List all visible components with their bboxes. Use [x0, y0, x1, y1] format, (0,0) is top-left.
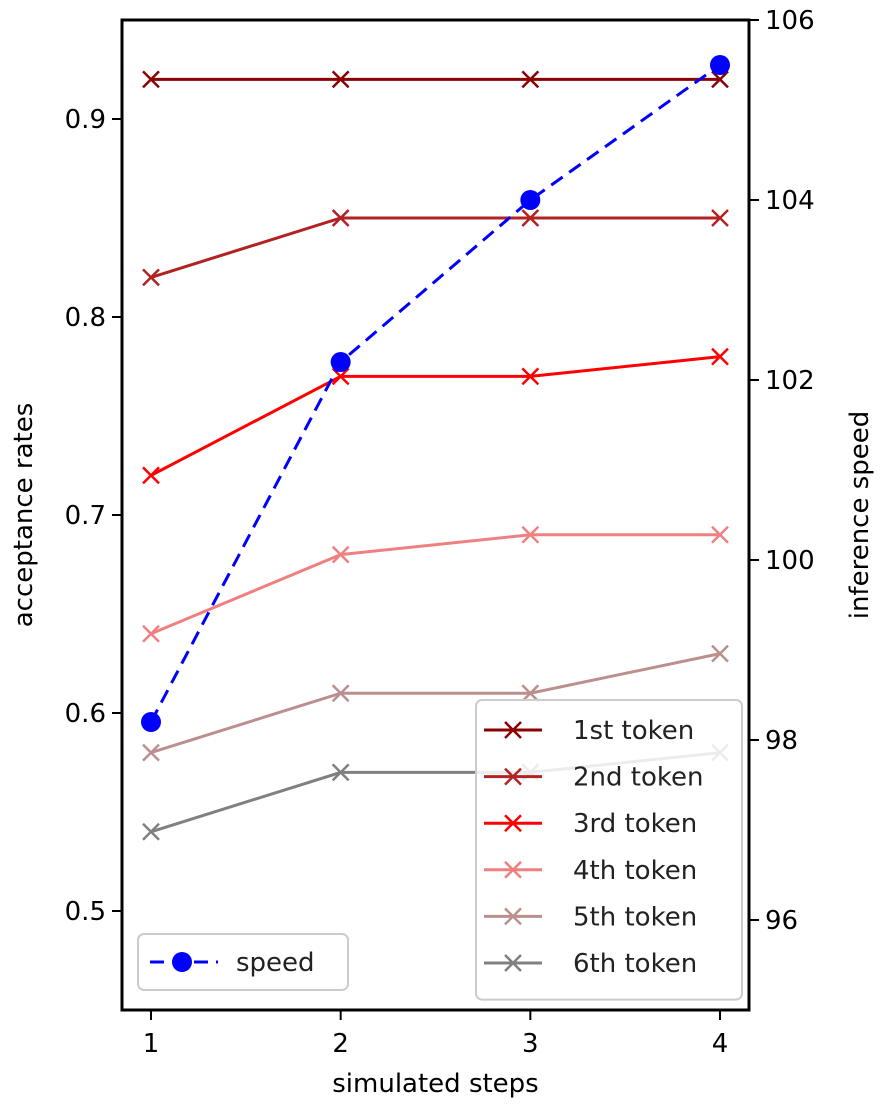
legend-entry-5th-token: 5th token: [484, 902, 697, 932]
legend-swatch-marker: [504, 860, 522, 879]
axes-layer: 1 2 3 4 0.5 0.6 0.7 0.8 0.9 96 98 100 102 104 106 simul…: [9, 6, 875, 1099]
x-axis-label: simulated steps: [332, 1069, 538, 1099]
data-point-5th-token: [331, 684, 350, 703]
y-right-tick-label: 98: [765, 726, 798, 756]
y-right-tick-label: 100: [765, 546, 815, 576]
legend-label: speed: [236, 948, 315, 978]
legend-swatch-marker: [504, 721, 522, 739]
series-1st-token: [142, 70, 729, 89]
legend-swatch-marker: [504, 767, 522, 786]
legend-swatch-marker: [172, 952, 192, 972]
y-right-axis-label: inference speed: [845, 411, 875, 620]
series-line-speed: [149, 63, 721, 723]
data-point-6th-token: [331, 763, 350, 782]
y-left-tick-label: 0.8: [65, 303, 106, 333]
data-point-4th-token: [331, 545, 350, 564]
data-point-4th-token: [521, 525, 540, 544]
y-left-tick-label: 0.5: [65, 897, 106, 927]
series-line-3rd-token: [150, 355, 721, 477]
y-right-tick-label: 102: [765, 366, 815, 396]
legend-label: 1st token: [573, 716, 694, 746]
data-point-3rd-token: [711, 347, 729, 366]
data-point-6th-token: [142, 822, 160, 841]
legend-entry-1st-token: 1st token: [484, 716, 694, 746]
legend-label: 3rd token: [573, 809, 697, 839]
data-point-speed: [330, 352, 351, 372]
series-4th-token: [142, 525, 729, 643]
data-point-2nd-token: [331, 209, 350, 227]
legend-layer: 1st token 2nd token 3rd token 4th token 5th …: [137, 699, 743, 1001]
data-point-4th-token: [142, 624, 160, 643]
y-left-tick-label: 0.9: [65, 105, 106, 135]
legend-label: 5th token: [573, 902, 697, 932]
data-point-1st-token: [142, 70, 160, 89]
data-point-1st-token: [711, 70, 729, 89]
series-5th-token: [142, 644, 729, 762]
data-point-1st-token: [521, 70, 540, 89]
data-point-speed: [710, 55, 730, 75]
legend-label: 4th token: [573, 856, 697, 886]
data-point-3rd-token: [142, 466, 160, 485]
legend-label: 2nd token: [573, 763, 704, 793]
data-point-4th-token: [711, 525, 729, 544]
series-line-2nd-token: [150, 216, 720, 279]
speed-legend-box: [137, 933, 349, 991]
y-right-tick-label: 104: [765, 186, 815, 216]
legend-label: 6th token: [573, 949, 697, 979]
series-line-4th-token: [150, 533, 720, 636]
series-speed: [141, 55, 730, 732]
series-3rd-token: [142, 347, 729, 485]
y-left-axis-label: acceptance rates: [9, 403, 39, 628]
data-point-5th-token: [142, 743, 160, 762]
data-point-5th-token: [711, 644, 729, 663]
data-point-speed: [141, 712, 161, 732]
legend-entry-3rd-token: 3rd token: [484, 809, 697, 839]
data-point-3rd-token: [521, 367, 540, 386]
data-point-2nd-token: [142, 268, 160, 287]
legend-entry-4th-token: 4th token: [484, 856, 697, 886]
series-2nd-token: [142, 209, 729, 287]
data-point-speed: [520, 190, 541, 210]
y-right-tick-label: 106: [765, 6, 815, 36]
x-tick-label: 4: [712, 1029, 729, 1059]
x-tick-label: 3: [522, 1029, 539, 1059]
legend-box: [475, 699, 743, 1001]
legend-entry-2nd-token: 2nd token: [484, 763, 704, 793]
data-point-5th-token: [521, 684, 540, 703]
legend-entry-6th-token: 6th token: [484, 949, 697, 979]
y-left-tick-label: 0.6: [65, 699, 106, 729]
legend-swatch-marker: [504, 954, 522, 972]
data-point-2nd-token: [711, 209, 729, 227]
legend-entry-speed: speed: [150, 948, 315, 978]
x-tick-label: 2: [332, 1029, 349, 1059]
y-left-tick-label: 0.7: [65, 501, 106, 531]
data-point-2nd-token: [521, 209, 540, 227]
y-right-tick-label: 96: [765, 906, 798, 936]
data-point-1st-token: [331, 70, 350, 89]
x-tick-label: 1: [143, 1029, 160, 1059]
series-line-5th-token: [150, 652, 721, 755]
legend-swatch-marker: [504, 814, 522, 833]
legend-swatch-marker: [504, 907, 522, 926]
